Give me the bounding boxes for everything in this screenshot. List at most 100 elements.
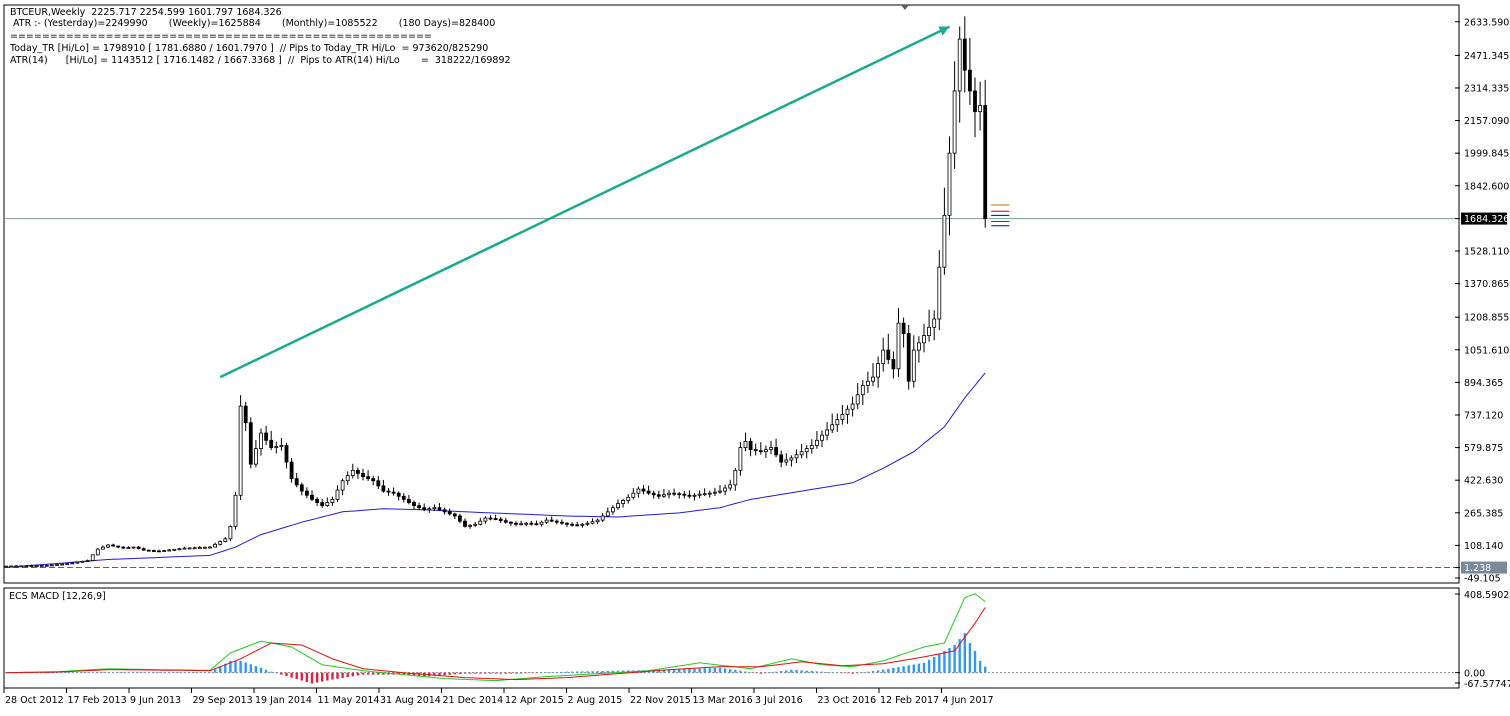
x-tick-label: 4 Jun 2017 <box>943 695 994 706</box>
macd-histogram-bar <box>326 672 329 681</box>
candle-body <box>289 461 294 480</box>
macd-histogram-bar <box>341 672 344 678</box>
x-tick-label: 19 Jan 2014 <box>255 695 312 706</box>
macd-histogram-bar <box>708 668 711 673</box>
candle-body <box>463 520 467 527</box>
candle-body <box>600 515 605 521</box>
macd-histogram-bar <box>127 672 130 673</box>
candle-body <box>177 548 182 551</box>
macd-histogram-bar <box>667 669 671 673</box>
macd-histogram-bar <box>377 672 380 675</box>
macd-histogram-bar <box>943 650 946 673</box>
candle-body <box>738 447 743 471</box>
candle-body <box>213 543 218 548</box>
candle-body <box>881 349 886 364</box>
candle-body <box>978 105 982 113</box>
macd-histogram-bar <box>453 672 456 675</box>
macd-histogram-bar <box>494 672 497 674</box>
candle-body <box>789 457 794 461</box>
macd-histogram-bar <box>137 672 140 673</box>
macd-histogram-bar <box>616 670 620 673</box>
macd-histogram-bar <box>836 672 839 674</box>
macd-histogram-bar <box>285 672 288 677</box>
candle-body <box>809 445 814 449</box>
candle-body <box>605 511 610 517</box>
macd-histogram-bar <box>264 669 268 673</box>
macd-histogram-bar <box>356 672 360 676</box>
macd-histogram-bar <box>933 656 936 673</box>
macd-histogram-bar <box>474 672 477 674</box>
candle-body <box>850 403 855 410</box>
macd-histogram-bar <box>591 671 594 673</box>
candle-body <box>111 544 115 547</box>
candle-body <box>294 478 299 486</box>
candle-body <box>75 561 80 564</box>
candle-body <box>723 487 727 492</box>
macd-histogram-bar <box>882 669 885 673</box>
candle-body <box>743 440 748 448</box>
candle-body <box>631 492 636 498</box>
candle-body <box>218 541 223 545</box>
macd-histogram-bar <box>479 672 482 674</box>
candle-body <box>514 522 518 525</box>
candle-body <box>412 502 416 507</box>
macd-histogram-bar <box>800 670 803 673</box>
candle-body <box>794 454 799 459</box>
macd-histogram-bar <box>213 669 217 673</box>
header-symbol-line: BTCEUR,Weekly 2225.717 2254.599 1601.797… <box>10 7 282 18</box>
candle-body <box>44 564 49 567</box>
macd-histogram-bar <box>366 672 370 675</box>
y-tick-label: 2471.345 <box>1464 51 1509 62</box>
macd-y-tick-label: 0.00 <box>1464 669 1485 680</box>
candle-body <box>973 90 977 113</box>
macd-histogram-bar <box>315 672 319 683</box>
macd-histogram-bar <box>101 672 105 673</box>
macd-histogram-bar <box>718 667 722 673</box>
candle-body <box>519 523 523 526</box>
macd-histogram-bar <box>463 672 467 674</box>
candle-body <box>697 493 702 496</box>
x-tick-label: 23 Oct 2016 <box>818 695 877 706</box>
candle-body <box>432 507 437 510</box>
candle-body <box>488 517 493 520</box>
candle-body <box>202 546 207 549</box>
macd-histogram-bar <box>897 667 900 673</box>
macd-histogram-bar <box>774 671 778 673</box>
macd-histogram-bar <box>887 668 890 673</box>
macd-histogram-bar <box>744 671 747 673</box>
candle-body <box>753 449 758 452</box>
candle-body <box>942 214 947 268</box>
candle-body <box>932 318 937 328</box>
candle-body <box>121 546 126 549</box>
macd-histogram-bar <box>117 672 120 673</box>
candle-body <box>197 547 202 549</box>
macd-histogram-bar <box>780 671 783 673</box>
macd-histogram-bar <box>790 669 793 673</box>
macd-histogram-bar <box>958 639 961 673</box>
candle-body <box>151 550 156 552</box>
candle-body <box>748 440 753 451</box>
candle-body <box>524 522 529 525</box>
candle-body <box>707 492 712 495</box>
candle-body <box>508 521 513 524</box>
candle-body <box>50 564 54 567</box>
candle-body <box>391 491 396 494</box>
candle-body <box>544 519 549 523</box>
x-tick-label: 13 Mar 2016 <box>693 695 753 706</box>
macd-histogram-bar <box>825 672 829 673</box>
macd-histogram-bar <box>530 672 533 674</box>
candle-body <box>595 519 600 523</box>
candle-body <box>784 459 789 463</box>
candle-body <box>957 38 962 92</box>
macd-histogram-bar <box>565 671 569 673</box>
candle-body <box>284 445 289 463</box>
candle-body <box>835 419 840 426</box>
macd-histogram-bar <box>178 672 181 673</box>
candle-body <box>90 554 95 561</box>
y-tick-label: 1999.845 <box>1464 149 1509 160</box>
macd-line <box>5 593 986 682</box>
x-tick-label: 11 May 2014 <box>318 695 380 706</box>
header-today-tr: Today_TR [Hi/Lo] = 1798910 [ 1781.6880 /… <box>10 43 489 54</box>
candle-body <box>983 105 988 220</box>
